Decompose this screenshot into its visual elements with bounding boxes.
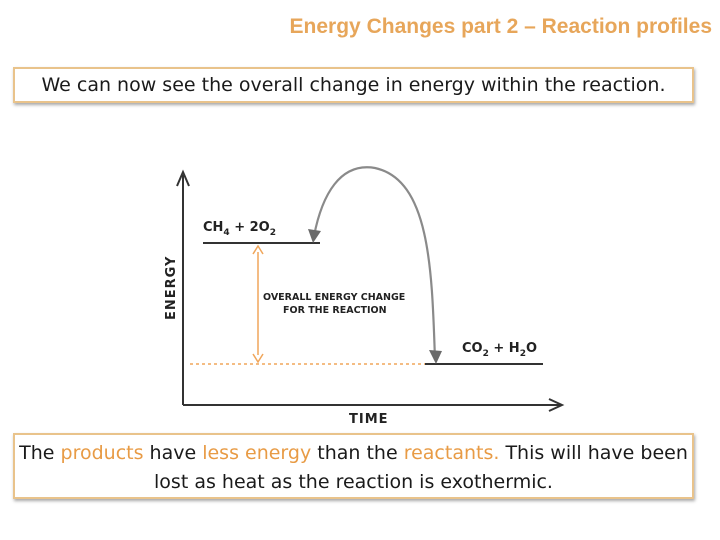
conclusion-text-part: than the [311,442,404,464]
less-energy-highlight: less energy [202,442,312,464]
intro-text-box: We can now see the overall change in ene… [13,67,694,103]
conclusion-text-part: This will have been lost as heat as the … [154,442,688,493]
conclusion-text-box: The products have less energy than the r… [13,433,694,499]
reaction-curve [308,166,442,364]
energy-change-arrow [252,244,264,364]
conclusion-text-part: The [19,442,61,464]
slide-title: Energy Changes part 2 – Reaction profile… [289,15,712,38]
products-highlight: products [60,442,144,464]
products-formula: CO2 + H2O [462,341,537,359]
y-axis-label: ENERGY [164,256,179,320]
axes [176,169,565,412]
intro-text: We can now see the overall change in ene… [41,74,666,96]
x-axis-label: TIME [349,412,389,427]
energy-change-label-line1: OVERALL ENERGY CHANGE [263,292,405,303]
conclusion-text-part: have [143,442,203,464]
reactants-formula: CH4 + 2O2 [203,220,276,238]
energy-change-label-line2: FOR THE REACTION [283,305,387,316]
reactants-highlight: reactants. [403,442,500,464]
